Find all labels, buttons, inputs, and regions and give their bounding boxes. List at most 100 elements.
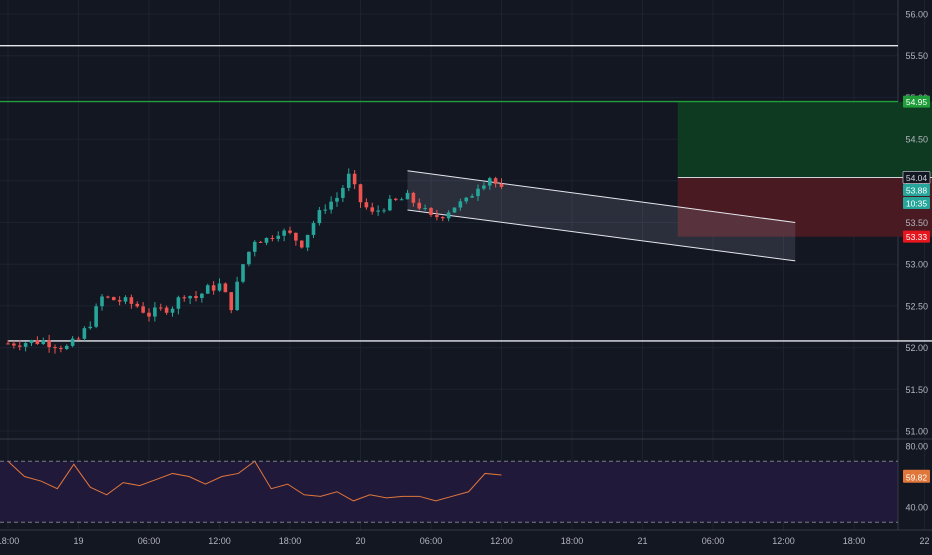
candle-body-9 (59, 348, 63, 350)
candle-body-68 (405, 192, 410, 200)
channel-fill (407, 170, 796, 261)
candle-body-63 (376, 210, 380, 212)
candle-body-42 (252, 241, 257, 252)
price-label-2: 53.88 (903, 184, 930, 196)
candle-body-0 (6, 343, 10, 345)
candle-body-26 (158, 307, 163, 309)
target-zone[interactable] (677, 101, 932, 178)
candle-body-80 (476, 188, 480, 197)
channel-upper-line[interactable] (407, 170, 796, 223)
candle-body-6 (41, 340, 46, 344)
candle-body-12 (76, 338, 81, 340)
time-tick-label: 18:00 (279, 536, 302, 546)
candle-body-31 (188, 296, 192, 299)
price-tick-label: 53.50 (905, 218, 928, 228)
candle-body-29 (176, 297, 181, 309)
candle-body-19 (117, 300, 122, 302)
price-tick-label: 53.00 (905, 260, 928, 270)
candle-body-60 (358, 184, 363, 203)
price-label-4: 53.33 (903, 230, 930, 243)
price-label-text: 54.04 (906, 173, 928, 183)
candle-body-35 (211, 285, 216, 291)
time-tick-label: 18:00 (561, 536, 584, 546)
candle-body-65 (388, 198, 392, 211)
candle-body-20 (123, 297, 128, 302)
candle-body-83 (493, 178, 498, 184)
candle-body-18 (111, 297, 116, 301)
price-tick-label: 51.00 (905, 427, 928, 437)
candle-body-24 (147, 312, 151, 317)
candle-body-56 (335, 197, 339, 202)
candle-body-74 (440, 217, 445, 219)
candle-body-75 (446, 212, 451, 219)
candle-body-61 (364, 202, 369, 208)
candle-body-59 (352, 173, 357, 185)
candle-body-54 (323, 209, 328, 211)
candle-body-47 (282, 230, 286, 236)
price-label-bg (903, 230, 930, 243)
candle-body-28 (170, 308, 175, 313)
price-label-text: 53.88 (906, 186, 928, 196)
price-tick-label: 52.50 (905, 301, 928, 311)
price-label-text: 10:35 (906, 199, 928, 209)
time-tick-label: 22 (919, 536, 929, 546)
stop-zone[interactable] (677, 177, 932, 237)
candle-body-5 (35, 340, 40, 344)
candle-body-64 (382, 210, 386, 212)
candle-body-71 (423, 207, 427, 209)
candle-body-70 (417, 202, 422, 209)
candle-body-3 (23, 343, 28, 347)
time-tick-label: 06:00 (702, 536, 725, 546)
rsi-last-label: 59.82 (903, 469, 930, 483)
channel-lower-line[interactable] (407, 209, 796, 262)
candle-body-32 (194, 296, 198, 298)
candle-body-39 (235, 281, 239, 311)
candle-body-53 (317, 210, 322, 224)
rsi-tick-label: 80.00 (905, 442, 928, 452)
candle-body-30 (182, 297, 187, 299)
price-label-bg (903, 197, 930, 209)
candle-body-55 (329, 201, 333, 210)
time-tick-label: 21 (637, 536, 647, 546)
price-label-text: 54.95 (906, 97, 928, 107)
candle-body-69 (411, 192, 416, 203)
candle-body-58 (346, 173, 351, 188)
price-tick-label: 52.00 (905, 343, 928, 353)
candle-body-14 (88, 326, 93, 329)
time-tick-label: 06:00 (420, 536, 443, 546)
candle-body-46 (276, 235, 281, 239)
rsi-last-bg (903, 469, 930, 483)
price-label-3: 10:35 (903, 197, 930, 209)
price-label-0: 54.95 (903, 95, 930, 108)
candle-body-11 (70, 338, 75, 346)
candle-body-37 (223, 283, 228, 293)
rsi-last-text: 59.82 (906, 472, 928, 482)
candle-body-21 (129, 297, 134, 304)
candle-body-79 (470, 196, 474, 198)
price-label-1: 54.04 (902, 171, 931, 184)
time-tick-label: 19 (73, 536, 83, 546)
candle-body-27 (164, 307, 169, 313)
candle-body-22 (135, 303, 140, 307)
time-tick-label: 06:00 (138, 536, 161, 546)
time-tick-label: 12:00 (772, 536, 795, 546)
time-tick-label: 12:00 (208, 536, 231, 546)
time-tick-label: 18:00 (0, 536, 19, 546)
candle-body-13 (82, 328, 87, 339)
candle-body-76 (452, 207, 457, 213)
candle-body-77 (458, 201, 463, 208)
candle-body-8 (53, 347, 57, 349)
candle-body-48 (288, 230, 292, 233)
candle-body-41 (247, 251, 251, 265)
candle-body-23 (141, 306, 145, 313)
candle-body-15 (94, 306, 98, 327)
candle-body-84 (499, 183, 504, 187)
candle-body-73 (435, 215, 439, 218)
candle-body-43 (258, 241, 263, 243)
rsi-tick-label: 40.00 (905, 503, 928, 513)
candle-body-67 (399, 199, 404, 201)
candle-body-7 (47, 340, 51, 348)
